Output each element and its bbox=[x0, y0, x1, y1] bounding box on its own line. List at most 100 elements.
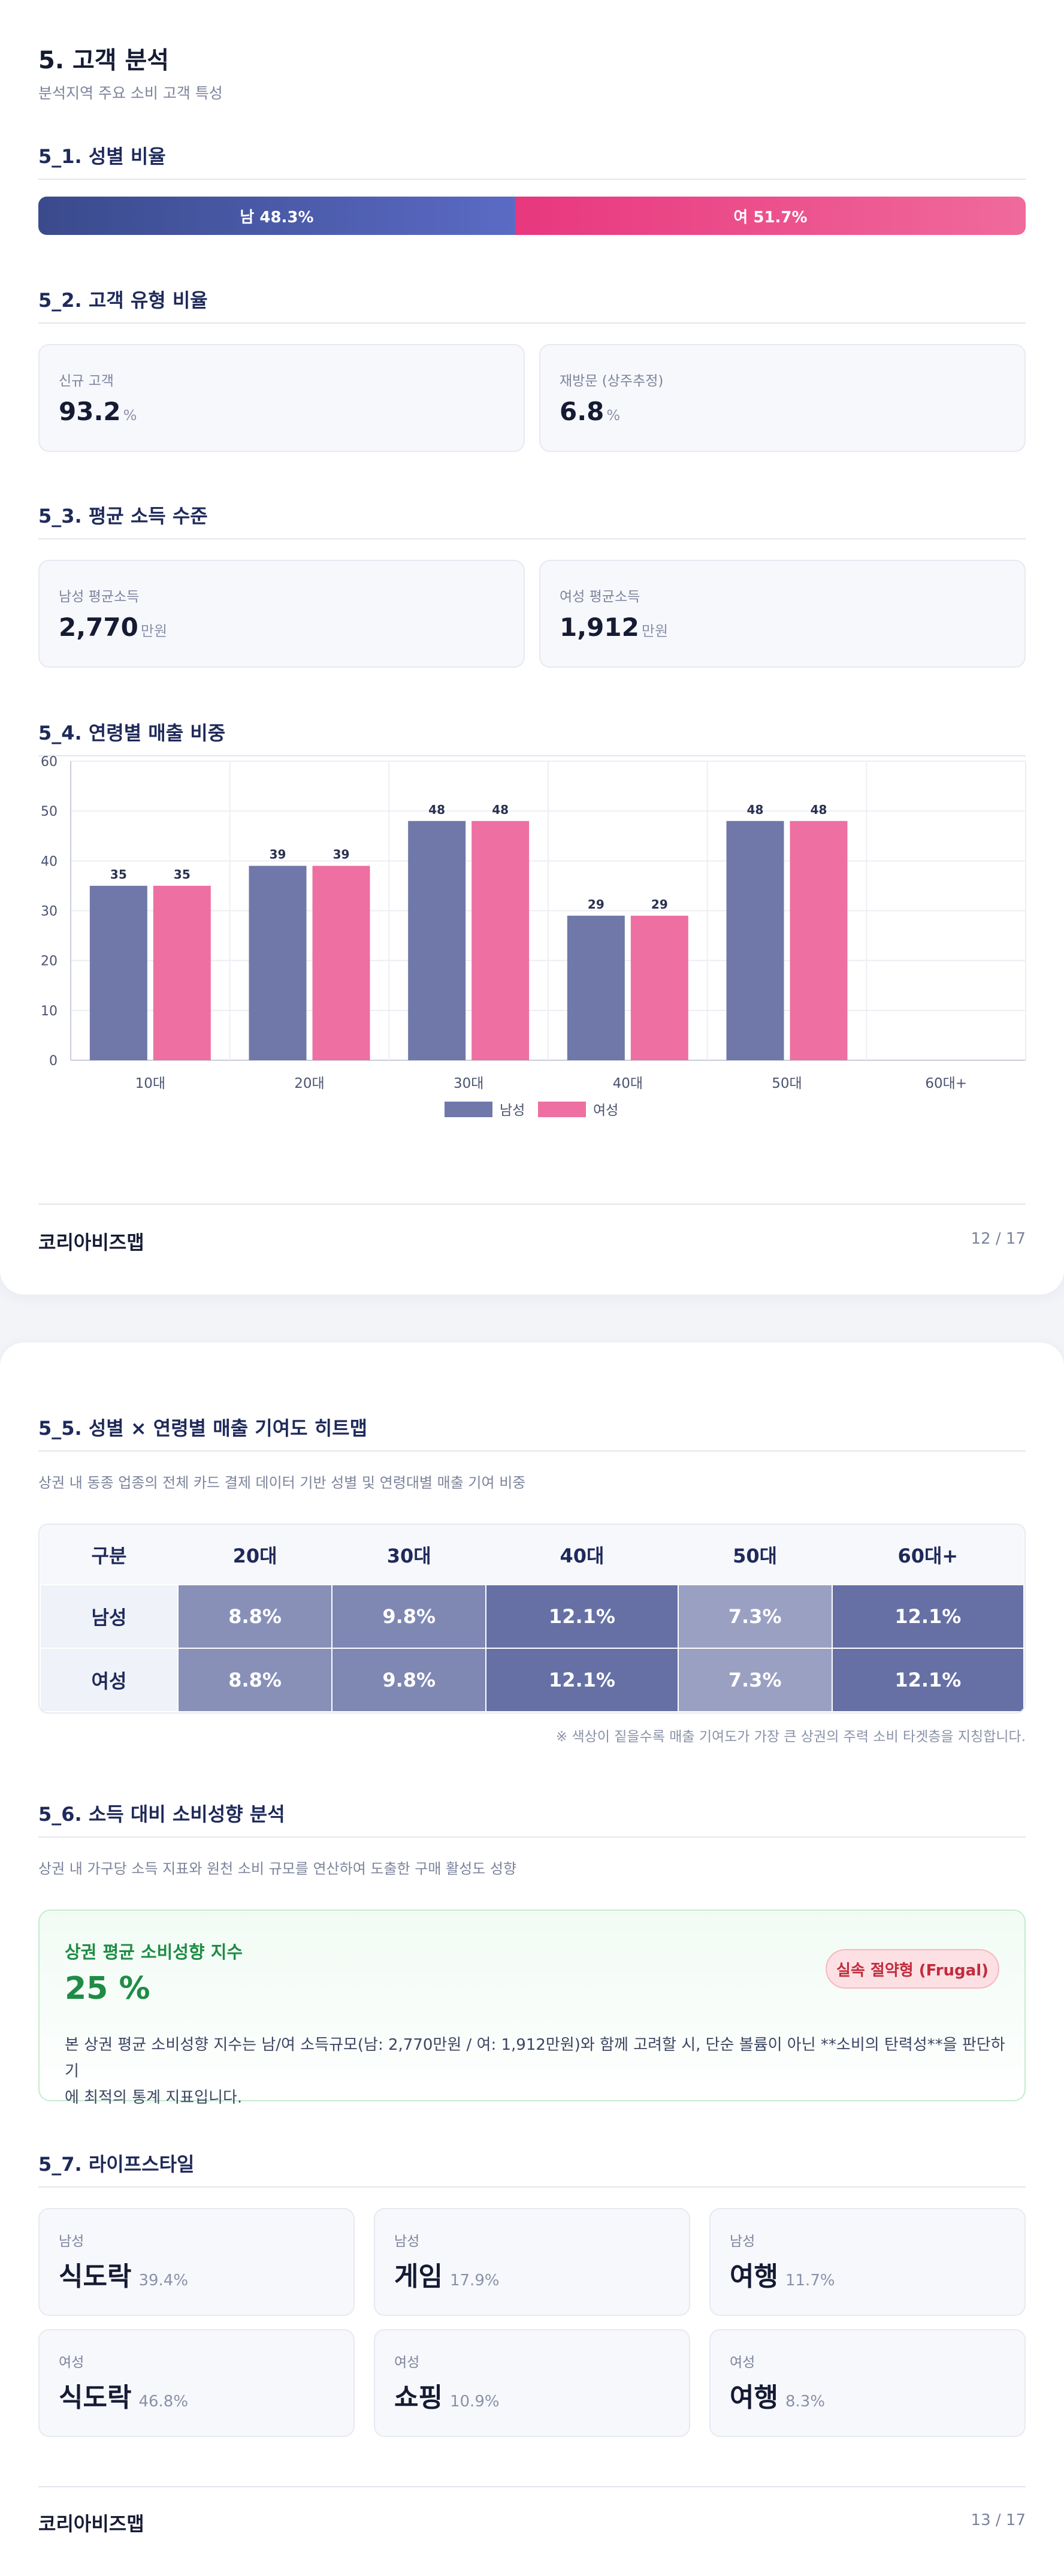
heatmap-cell: 9.8% bbox=[331, 1648, 487, 1712]
section-title: 5. 고객 분석 bbox=[38, 47, 170, 74]
divider bbox=[38, 179, 1026, 180]
heatmap-cell: 7.3% bbox=[677, 1584, 833, 1649]
y-tick-label: 40 bbox=[41, 854, 58, 869]
lifestyle-card: 남성 여행 11.7% bbox=[709, 2208, 1026, 2316]
bar-data-label: 35 bbox=[174, 867, 191, 882]
lifestyle-percent: 11.7% bbox=[785, 2272, 835, 2290]
x-tick-label: 10대 bbox=[135, 1076, 165, 1091]
spending-index-card: 상권 평균 소비성향 지수 25 % 실속 절약형 (Frugal) 본 상권 … bbox=[38, 1910, 1026, 2107]
x-tick-label: 60대+ bbox=[925, 1076, 967, 1091]
lifestyle-name: 여행 bbox=[730, 2261, 778, 2292]
footer-page-number: 13 / 17 bbox=[971, 2511, 1026, 2529]
bar-data-label: 48 bbox=[811, 803, 827, 817]
new-customer-value: 93.2% bbox=[59, 397, 137, 426]
y-tick-label: 50 bbox=[41, 804, 58, 819]
repeat-customer-card: 재방문 (상주추정) 6.8% bbox=[539, 344, 1026, 452]
heatmap-cell: 8.8% bbox=[177, 1648, 333, 1712]
x-tick-label: 40대 bbox=[613, 1076, 643, 1091]
spending-index-title: 상권 평균 소비성향 지수 bbox=[65, 1942, 243, 1962]
lifestyle-percent: 10.9% bbox=[449, 2393, 500, 2411]
spending-index-value: 25 % bbox=[65, 1971, 150, 2007]
heatmap-row-label: 여성 bbox=[40, 1648, 179, 1712]
x-tick-label: 30대 bbox=[454, 1076, 483, 1091]
repeat-customer-value: 6.8% bbox=[560, 397, 621, 426]
footer-page-number: 12 / 17 bbox=[971, 1230, 1026, 1248]
lifestyle-name: 식도락 bbox=[59, 2261, 132, 2292]
bar-male bbox=[89, 885, 147, 1060]
female-income-label: 여성 평균소득 bbox=[560, 589, 640, 605]
gender-ratio-bar: 남 48.3% 여 51.7% bbox=[38, 197, 1026, 235]
heatmap-table: 구분 20대 30대 40대 50대 60대+ 남성 8.8% 9.8% 12.1% 7.3% 1… bbox=[40, 1525, 1024, 1712]
male-income-card: 남성 평균소득 2,770 만원 bbox=[38, 560, 525, 668]
lifestyle-card: 여성 여행 8.3% bbox=[709, 2329, 1026, 2437]
bar-male bbox=[408, 821, 466, 1060]
female-income-card: 여성 평균소득 1,912 만원 bbox=[539, 560, 1026, 668]
bar-data-label: 39 bbox=[270, 847, 286, 862]
lifestyle-gender: 남성 bbox=[394, 2234, 420, 2249]
lifestyle-name: 여행 bbox=[730, 2382, 778, 2413]
spending-description: 상권 내 가구당 소득 지표와 원천 소비 규모를 연산하여 도출한 구매 활성… bbox=[38, 1860, 517, 1877]
gender-ratio-heading: 5_1. 성별 비율 bbox=[38, 145, 166, 168]
lifestyle-card: 여성 식도락 46.8% bbox=[38, 2329, 355, 2437]
lifestyle-percent: 39.4% bbox=[138, 2272, 189, 2290]
bar-female bbox=[312, 865, 370, 1060]
repeat-customer-label: 재방문 (상주추정) bbox=[560, 373, 664, 389]
bar-data-label: 48 bbox=[747, 803, 764, 817]
divider bbox=[38, 1450, 1026, 1452]
lifestyle-percent: 8.3% bbox=[785, 2393, 826, 2411]
lifestyle-category: 여행 8.3% bbox=[730, 2376, 825, 2414]
legend-label: 남성 bbox=[500, 1103, 525, 1118]
heatmap-row: 남성 8.8% 9.8% 12.1% 7.3% 12.1% bbox=[40, 1584, 1024, 1649]
heatmap-corner: 구분 bbox=[40, 1525, 178, 1585]
bar-data-label: 48 bbox=[492, 803, 509, 817]
lifestyle-category: 쇼핑 10.9% bbox=[394, 2376, 500, 2414]
divider bbox=[38, 322, 1026, 324]
lifestyle-heading: 5_7. 라이프스타일 bbox=[38, 2153, 195, 2176]
y-tick-label: 30 bbox=[41, 904, 58, 919]
male-income-value: 2,770 만원 bbox=[59, 613, 168, 642]
x-tick-label: 20대 bbox=[294, 1076, 324, 1091]
heatmap-row-label: 남성 bbox=[40, 1584, 179, 1649]
legend-swatch bbox=[445, 1102, 492, 1117]
income-heading: 5_3. 평균 소득 수준 bbox=[38, 505, 208, 527]
heatmap-cell: 8.8% bbox=[177, 1584, 333, 1649]
age-chart-heading: 5_4. 연령별 매출 비중 bbox=[38, 722, 226, 744]
new-customer-label: 신규 고객 bbox=[59, 373, 114, 389]
divider bbox=[38, 755, 1026, 756]
footer-divider bbox=[38, 1203, 1026, 1205]
lifestyle-name: 게임 bbox=[394, 2261, 443, 2292]
heatmap-cell: 12.1% bbox=[485, 1584, 679, 1649]
footer-brand: 코리아비즈맵 bbox=[38, 1231, 144, 1254]
heatmap-note: ※ 색상이 짙을수록 매출 기여도가 가장 큰 상권의 주력 소비 타겟층을 지… bbox=[555, 1729, 1026, 1745]
heatmap-cell: 9.8% bbox=[331, 1584, 487, 1649]
heatmap-heading: 5_5. 성별 × 연령별 매출 기여도 히트맵 bbox=[38, 1417, 368, 1440]
report-page-13: 5_5. 성별 × 연령별 매출 기여도 히트맵 상권 내 동종 업종의 전체 … bbox=[0, 1343, 1064, 2576]
report-page-12: 5. 고객 분석 분석지역 주요 소비 고객 특성 5_1. 성별 비율 남 4… bbox=[0, 0, 1064, 1295]
heatmap-description: 상권 내 동종 업종의 전체 카드 결제 데이터 기반 성별 및 연령대별 매출… bbox=[38, 1474, 526, 1491]
section-subtitle: 분석지역 주요 소비 고객 특성 bbox=[38, 85, 223, 102]
divider bbox=[38, 538, 1026, 539]
female-segment: 여 51.7% bbox=[515, 197, 1026, 235]
heatmap-column-header: 20대 bbox=[178, 1525, 332, 1585]
footer-brand: 코리아비즈맵 bbox=[38, 2512, 144, 2535]
lifestyle-category: 여행 11.7% bbox=[730, 2255, 835, 2293]
spending-heading: 5_6. 소득 대비 소비성향 분석 bbox=[38, 1803, 285, 1826]
spending-index-description: 본 상권 평균 소비성향 지수는 남/여 소득규모(남: 2,770만원 / 여… bbox=[65, 2036, 1005, 2107]
lifestyle-gender: 여성 bbox=[394, 2355, 420, 2370]
frugal-badge: 실속 절약형 (Frugal) bbox=[826, 1949, 999, 1989]
bar-male bbox=[249, 865, 307, 1060]
heatmap-cell: 12.1% bbox=[485, 1648, 679, 1712]
male-income-label: 남성 평균소득 bbox=[59, 589, 140, 605]
footer-divider bbox=[38, 2486, 1026, 2487]
bar-female bbox=[630, 915, 688, 1060]
heatmap-cell: 12.1% bbox=[831, 1584, 1024, 1649]
lifestyle-percent: 46.8% bbox=[138, 2393, 189, 2411]
new-customer-card: 신규 고객 93.2% bbox=[38, 344, 525, 452]
heatmap-header-row: 구분 20대 30대 40대 50대 60대+ bbox=[40, 1525, 1024, 1585]
bar-data-label: 35 bbox=[110, 867, 127, 882]
lifestyle-category: 식도락 46.8% bbox=[59, 2376, 188, 2414]
heatmap-column-header: 60대+ bbox=[832, 1525, 1024, 1585]
lifestyle-category: 게임 17.9% bbox=[394, 2255, 500, 2293]
